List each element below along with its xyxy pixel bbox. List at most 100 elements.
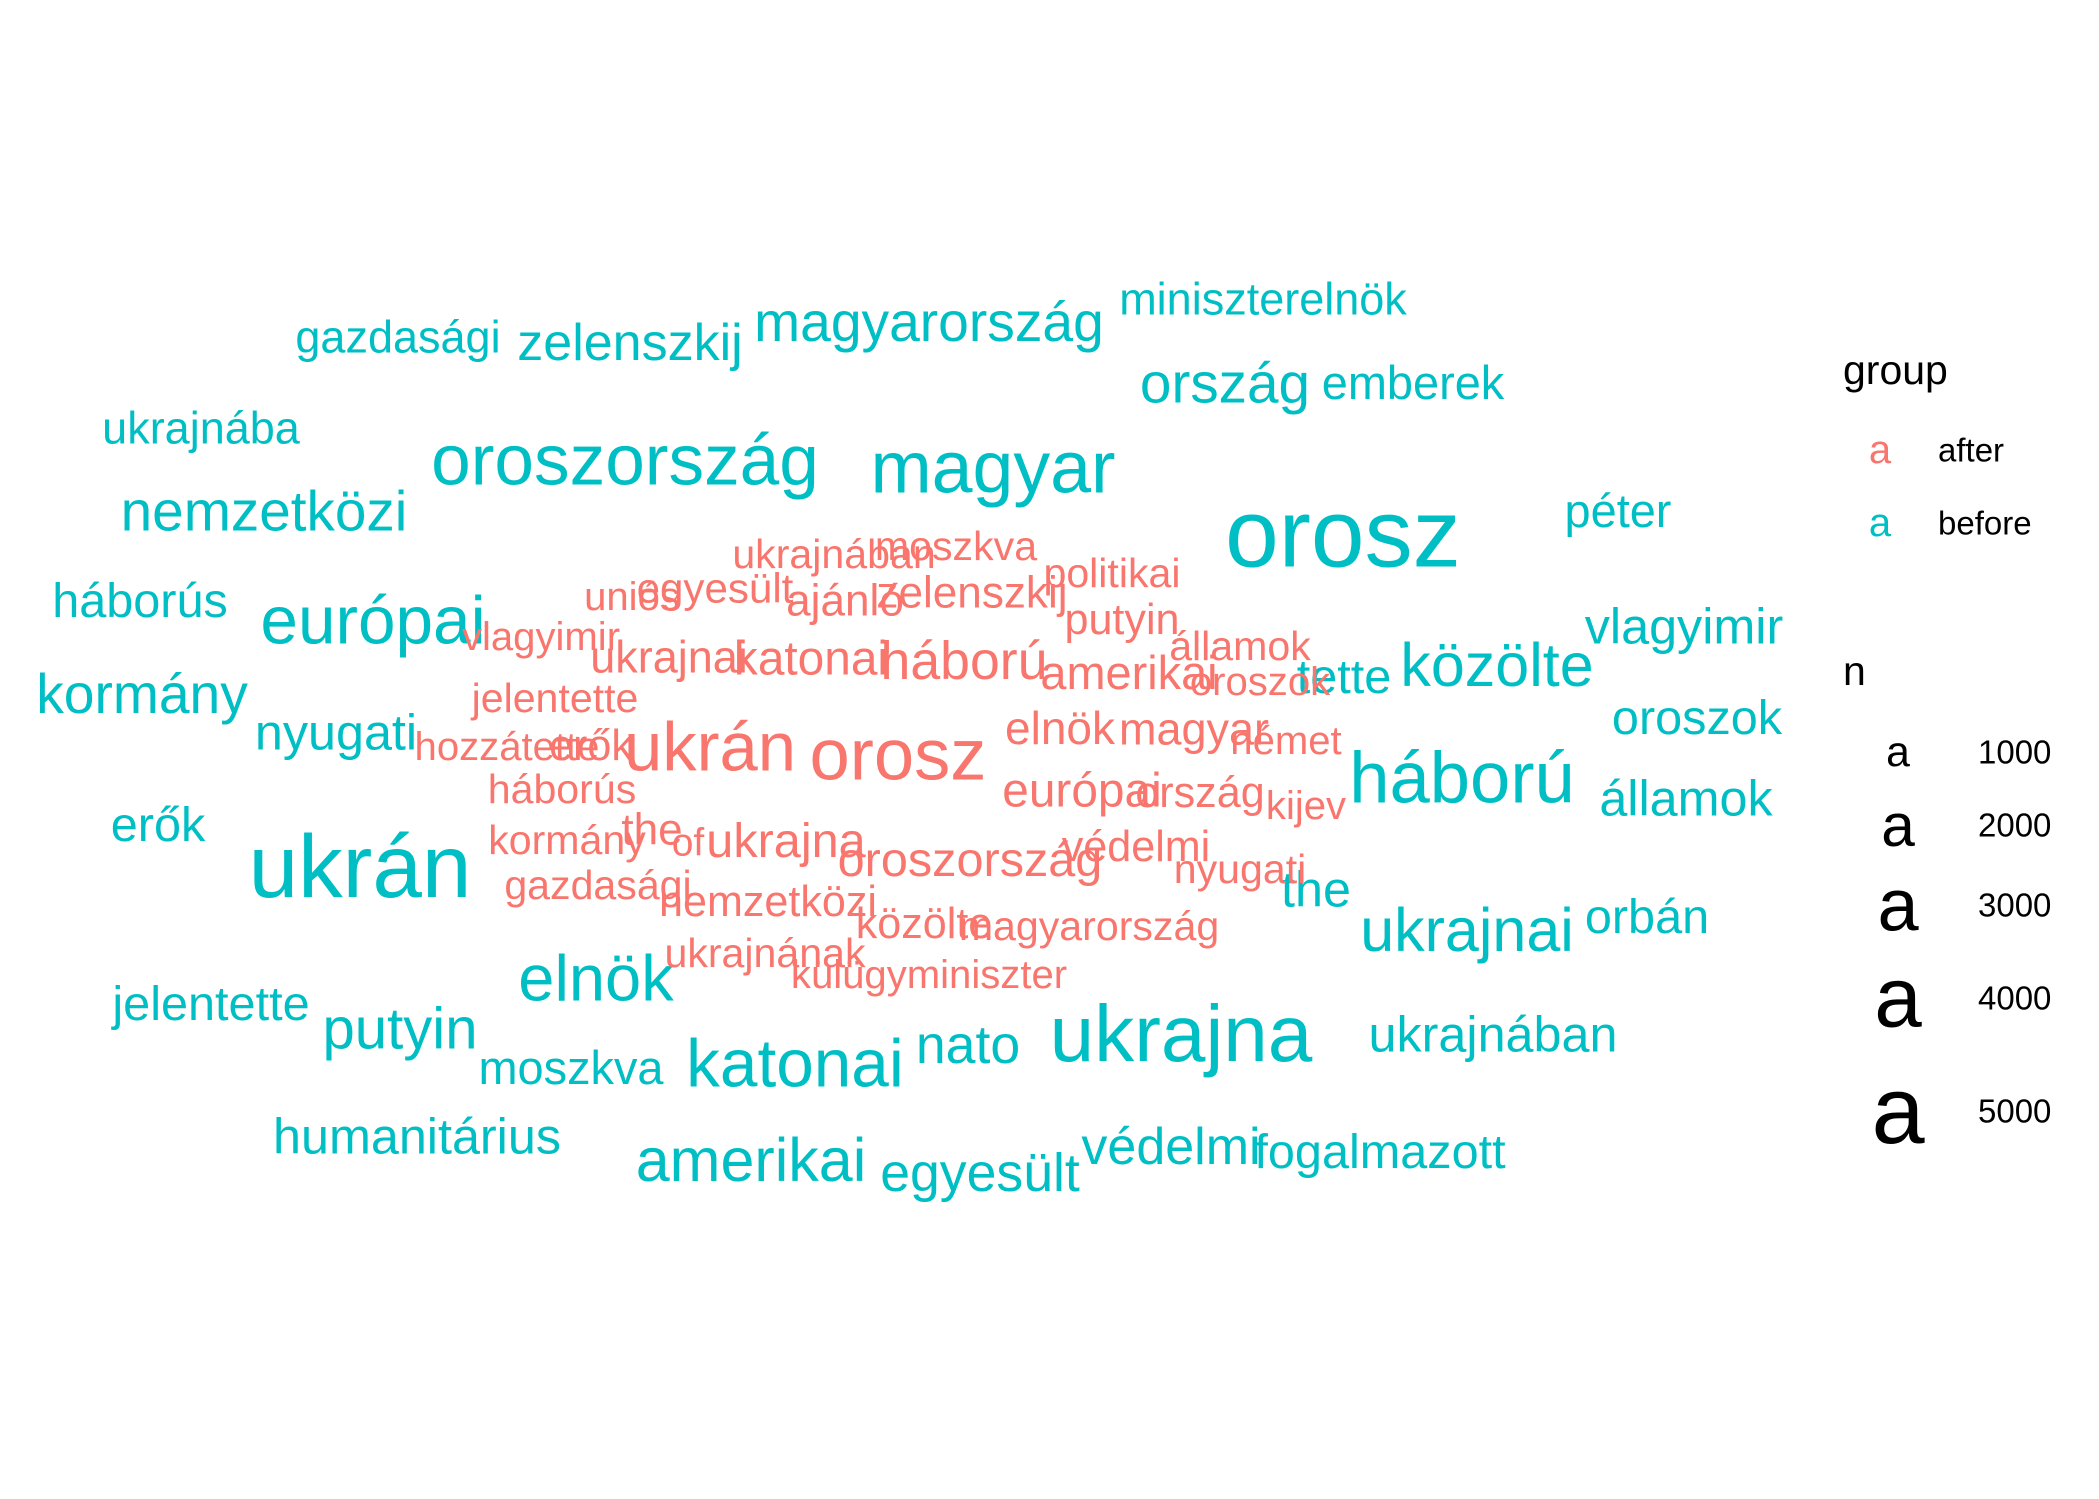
word-before-the: the	[1281, 861, 1351, 918]
word-before-zelenszkij: zelenszkij	[517, 314, 742, 372]
word-before-orbán: orbán	[1585, 890, 1709, 944]
word-after-magyar: magyar	[1119, 704, 1269, 755]
word-before-oroszok: oroszok	[1612, 691, 1783, 745]
word-after-háborús: háborús	[488, 766, 637, 812]
word-after-uniós: uniós	[584, 575, 680, 619]
word-before-putyin: putyin	[322, 997, 477, 1062]
word-after-nyugati: nyugati	[1174, 846, 1307, 892]
word-after-közölte: közölte	[856, 900, 993, 948]
legend-size-label-4000: 4000	[1978, 980, 2051, 1017]
word-before-péter: péter	[1565, 485, 1672, 537]
word-after-védelmi: védelmi	[1062, 823, 1211, 871]
word-after-ukrajnai: ukrajnai	[590, 632, 748, 683]
word-before-fogalmazott: fogalmazott	[1254, 1125, 1506, 1179]
word-after-európai: európai	[1002, 765, 1161, 818]
legend-size-label-2000: 2000	[1978, 807, 2051, 844]
word-before-közölte: közölte	[1400, 631, 1593, 699]
word-after-jelentette: jelentette	[471, 675, 639, 721]
word-before-nemzetközi: nemzetközi	[121, 481, 408, 544]
word-before-tette: tette	[1297, 650, 1392, 704]
legend-size-key-3000: a	[1877, 864, 1919, 947]
word-before-egyesült: egyesült	[880, 1143, 1080, 1203]
word-before-magyarország: magyarország	[754, 291, 1104, 353]
word-after-külügyminiszter: külügyminiszter	[791, 953, 1067, 997]
word-after-zelenszkij: zelenszkij	[876, 569, 1067, 618]
word-after-orosz: orosz	[809, 715, 986, 796]
word-after-nemzetközi: nemzetközi	[659, 878, 877, 926]
word-before-ukrajnai: ukrajnai	[1360, 896, 1574, 964]
word-before-ukrán: ukrán	[249, 816, 472, 916]
word-before-nyugati: nyugati	[255, 704, 417, 761]
legend-size-items: a 1000 a 2000 a 3000 a 4000 a 5000	[1871, 728, 2051, 1164]
word-before-védelmi: védelmi	[1081, 1118, 1260, 1176]
legend-label-before: before	[1938, 505, 2032, 542]
word-after-oroszország: oroszország	[838, 833, 1103, 887]
word-after-ukrán: ukrán	[624, 709, 796, 786]
legend-title-size: n	[1843, 648, 1866, 694]
word-before-miniszterelnök: miniszterelnök	[1119, 274, 1407, 325]
legend-size-key-4000: a	[1874, 951, 1922, 1046]
word-after-putyin: putyin	[1065, 596, 1180, 644]
legend-size-label-1000: 1000	[1978, 734, 2051, 771]
legend-size-label-3000: 3000	[1978, 887, 2051, 924]
word-before-háború: háború	[1349, 738, 1574, 819]
word-after-ajánló: ajánló	[786, 577, 904, 626]
word-before-katonai: katonai	[686, 1027, 904, 1102]
word-before-ukrajnába: ukrajnába	[102, 403, 301, 454]
word-before-orosz: orosz	[1225, 481, 1461, 588]
word-after-kijev: kijev	[1266, 784, 1346, 828]
legend-group-items: a after a before	[1869, 428, 2032, 545]
word-after-gazdasági: gazdasági	[504, 862, 691, 908]
legend-size-label-5000: 5000	[1978, 1093, 2051, 1130]
word-before-oroszország: oroszország	[431, 422, 819, 501]
word-after-elnök: elnök	[1005, 702, 1116, 754]
word-before-amerikai: amerikai	[636, 1126, 867, 1194]
word-before-ukrajnában: ukrajnában	[1369, 1006, 1618, 1063]
legend-size-key-1000: a	[1886, 728, 1910, 776]
word-after-ukrajnának: ukrajnának	[664, 930, 865, 976]
legend-size-key-5000: a	[1871, 1058, 1925, 1164]
word-after-ukrajnában: ukrajnában	[732, 531, 935, 577]
word-after-magyarország: magyarország	[959, 903, 1219, 949]
word-after-háború: háború	[881, 631, 1048, 691]
word-after-ország: ország	[1135, 769, 1264, 817]
word-before-emberek: emberek	[1322, 357, 1505, 409]
word-before-háborús: háborús	[52, 574, 228, 628]
word-after-oroszok: oroszok	[1190, 660, 1331, 704]
word-after-amerikai: amerikai	[1040, 647, 1217, 699]
word-after-államok: államok	[1169, 623, 1311, 669]
word-before-ukrajna: ukrajna	[1050, 988, 1313, 1078]
word-after-moszkva: moszkva	[875, 523, 1037, 569]
word-before-gazdasági: gazdasági	[295, 312, 500, 363]
legend: group a after a before n a 1000 a 2000 a 3000 a 40…	[1843, 347, 2051, 1164]
word-after-politikai: politikai	[1043, 550, 1180, 596]
legend-title-group: group	[1843, 347, 1948, 393]
word-before-jelentette: jelentette	[110, 977, 309, 1031]
legend-size-key-2000: a	[1881, 791, 1915, 859]
word-after-egyesült: egyesült	[637, 565, 794, 612]
word-before-vlagyimir: vlagyimir	[1585, 598, 1783, 655]
word-after-német: német	[1230, 719, 1341, 763]
legend-key-before: a	[1869, 501, 1892, 545]
word-after-of: of	[672, 822, 705, 865]
legend-key-after: a	[1869, 428, 1892, 472]
legend-label-after: after	[1938, 432, 2004, 469]
word-layer: oroszukránukrajnamagyaroroszországháború…	[36, 274, 1783, 1204]
word-before-nato: nato	[916, 1015, 1020, 1075]
word-before-humanitárius: humanitárius	[273, 1108, 561, 1165]
word-before-ország: ország	[1140, 353, 1310, 416]
word-before-államok: államok	[1599, 770, 1773, 827]
word-after-vlagyimir: vlagyimir	[462, 615, 620, 659]
word-before-elnök: elnök	[518, 942, 674, 1015]
word-before-moszkva: moszkva	[479, 1042, 665, 1094]
word-after-erők: erők	[549, 722, 633, 770]
word-after-kormány: kormány	[488, 817, 646, 863]
word-before-európai: európai	[260, 584, 485, 659]
word-before-erők: erők	[111, 798, 206, 852]
word-after-the: the	[621, 806, 682, 855]
word-before-kormány: kormány	[36, 663, 248, 725]
word-after-hozzátette: hozzátette	[415, 725, 600, 769]
word-before-magyar: magyar	[870, 426, 1115, 509]
